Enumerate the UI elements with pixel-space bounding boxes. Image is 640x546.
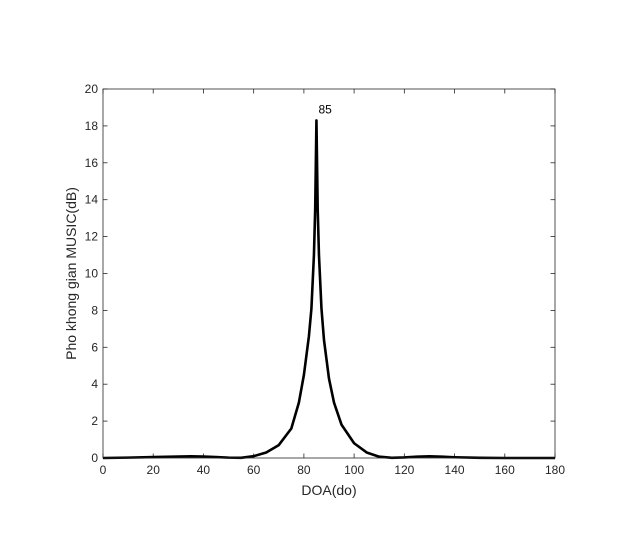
x-tick-label: 60 (247, 463, 261, 477)
y-tick-label: 14 (85, 193, 99, 207)
x-tick-label: 140 (445, 463, 465, 477)
x-axis-label: DOA(do) (301, 482, 356, 498)
y-ticks: 0 2 4 6 8 10 12 14 16 18 20 (85, 82, 555, 465)
x-tick-label: 20 (147, 463, 161, 477)
y-tick-label: 0 (91, 451, 98, 465)
peak-annotation: 85 (318, 102, 332, 116)
x-tick-label: 180 (545, 463, 565, 477)
x-tick-label: 0 (100, 463, 107, 477)
x-tick-label: 40 (197, 463, 211, 477)
plot-area (103, 89, 555, 458)
y-tick-label: 2 (91, 414, 98, 428)
plot-frame (102, 88, 556, 459)
y-tick-label: 12 (85, 230, 99, 244)
x-tick-label: 100 (344, 463, 364, 477)
y-tick-label: 10 (85, 267, 99, 281)
x-ticks: 0 20 40 60 80 100 120 140 160 180 (100, 89, 565, 477)
x-tick-label: 160 (495, 463, 515, 477)
x-tick-label: 80 (297, 463, 311, 477)
music-spectrum-line (102, 119, 555, 460)
y-tick-label: 8 (91, 303, 98, 317)
y-tick-label: 4 (91, 377, 98, 391)
x-tick-label: 120 (394, 463, 414, 477)
y-tick-label: 20 (85, 82, 99, 96)
y-tick-label: 6 (91, 340, 98, 354)
y-tick-label: 18 (85, 119, 99, 133)
y-tick-label: 16 (85, 156, 99, 170)
y-axis-label: Pho khong gian MUSIC(dB) (63, 187, 79, 360)
